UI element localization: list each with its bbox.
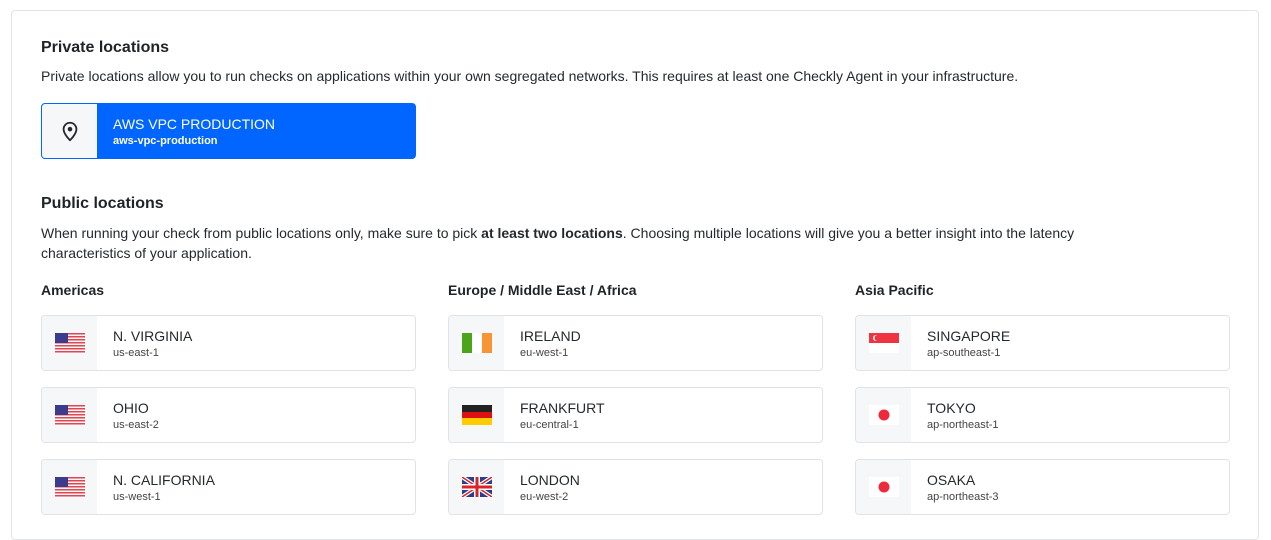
location-slug: aws-vpc-production — [113, 134, 218, 147]
location-card-ap-northeast-1[interactable]: TOKYO ap-northeast-1 — [855, 387, 1230, 443]
location-code: ap-southeast-1 — [927, 346, 1001, 359]
location-name: LONDON — [520, 471, 580, 488]
flag-sg-icon — [868, 333, 899, 353]
flag-us-icon — [54, 477, 85, 497]
location-name: OSAKA — [927, 471, 976, 488]
location-name: N. CALIFORNIA — [113, 471, 215, 488]
map-pin-icon — [42, 104, 97, 158]
location-name: OHIO — [113, 399, 149, 416]
public-locations-title: Public locations — [41, 195, 164, 212]
location-card-us-east-1[interactable]: N. VIRGINIA us-east-1 — [41, 315, 416, 371]
flag-us-icon — [54, 405, 85, 425]
location-name: IRELAND — [520, 327, 581, 344]
location-code: us-west-1 — [113, 490, 161, 503]
region-heading: Europe / Middle East / Africa — [448, 282, 637, 298]
private-locations-title: Private locations — [41, 39, 170, 56]
location-card-eu-west-1[interactable]: IRELAND eu-west-1 — [448, 315, 823, 371]
location-name: TOKYO — [927, 399, 976, 416]
location-name: N. VIRGINIA — [113, 327, 193, 344]
location-card-eu-central-1[interactable]: FRANKFURT eu-central-1 — [448, 387, 823, 443]
region-heading: Americas — [41, 282, 105, 298]
location-code: eu-west-1 — [520, 346, 569, 359]
location-name: FRANKFURT — [520, 399, 605, 416]
private-location-aws-vpc-production[interactable]: AWS VPC PRODUCTION aws-vpc-production — [41, 103, 416, 159]
private-locations-description: Private locations allow you to run check… — [41, 68, 1019, 84]
flag-de-icon — [461, 405, 492, 425]
location-code: us-east-1 — [113, 346, 159, 359]
location-card-ap-northeast-3[interactable]: OSAKA ap-northeast-3 — [855, 459, 1230, 515]
location-card-ap-southeast-1[interactable]: SINGAPORE ap-southeast-1 — [855, 315, 1230, 371]
flag-ie-icon — [461, 333, 492, 353]
public-locations-description: When running your check from public loca… — [41, 223, 1161, 263]
flag-jp-icon — [868, 477, 899, 497]
location-name: SINGAPORE — [927, 327, 1011, 344]
location-code: ap-northeast-3 — [927, 490, 999, 503]
desc-text: When running your check from public loca… — [41, 225, 482, 241]
location-code: eu-central-1 — [520, 418, 579, 431]
location-card-eu-west-2[interactable]: LONDON eu-west-2 — [448, 459, 823, 515]
flag-gb-icon — [461, 477, 492, 497]
location-card-us-east-2[interactable]: OHIO us-east-2 — [41, 387, 416, 443]
flag-jp-icon — [868, 405, 899, 425]
location-code: us-east-2 — [113, 418, 159, 431]
desc-text: . Choosing multiple locations will give … — [41, 225, 1075, 261]
location-card-us-west-1[interactable]: N. CALIFORNIA us-west-1 — [41, 459, 416, 515]
desc-bold: at least two locations — [481, 225, 623, 241]
region-heading: Asia Pacific — [855, 282, 934, 298]
location-name: AWS VPC PRODUCTION — [113, 115, 276, 132]
flag-us-icon — [54, 333, 85, 353]
location-code: ap-northeast-1 — [927, 418, 999, 431]
location-code: eu-west-2 — [520, 490, 569, 503]
